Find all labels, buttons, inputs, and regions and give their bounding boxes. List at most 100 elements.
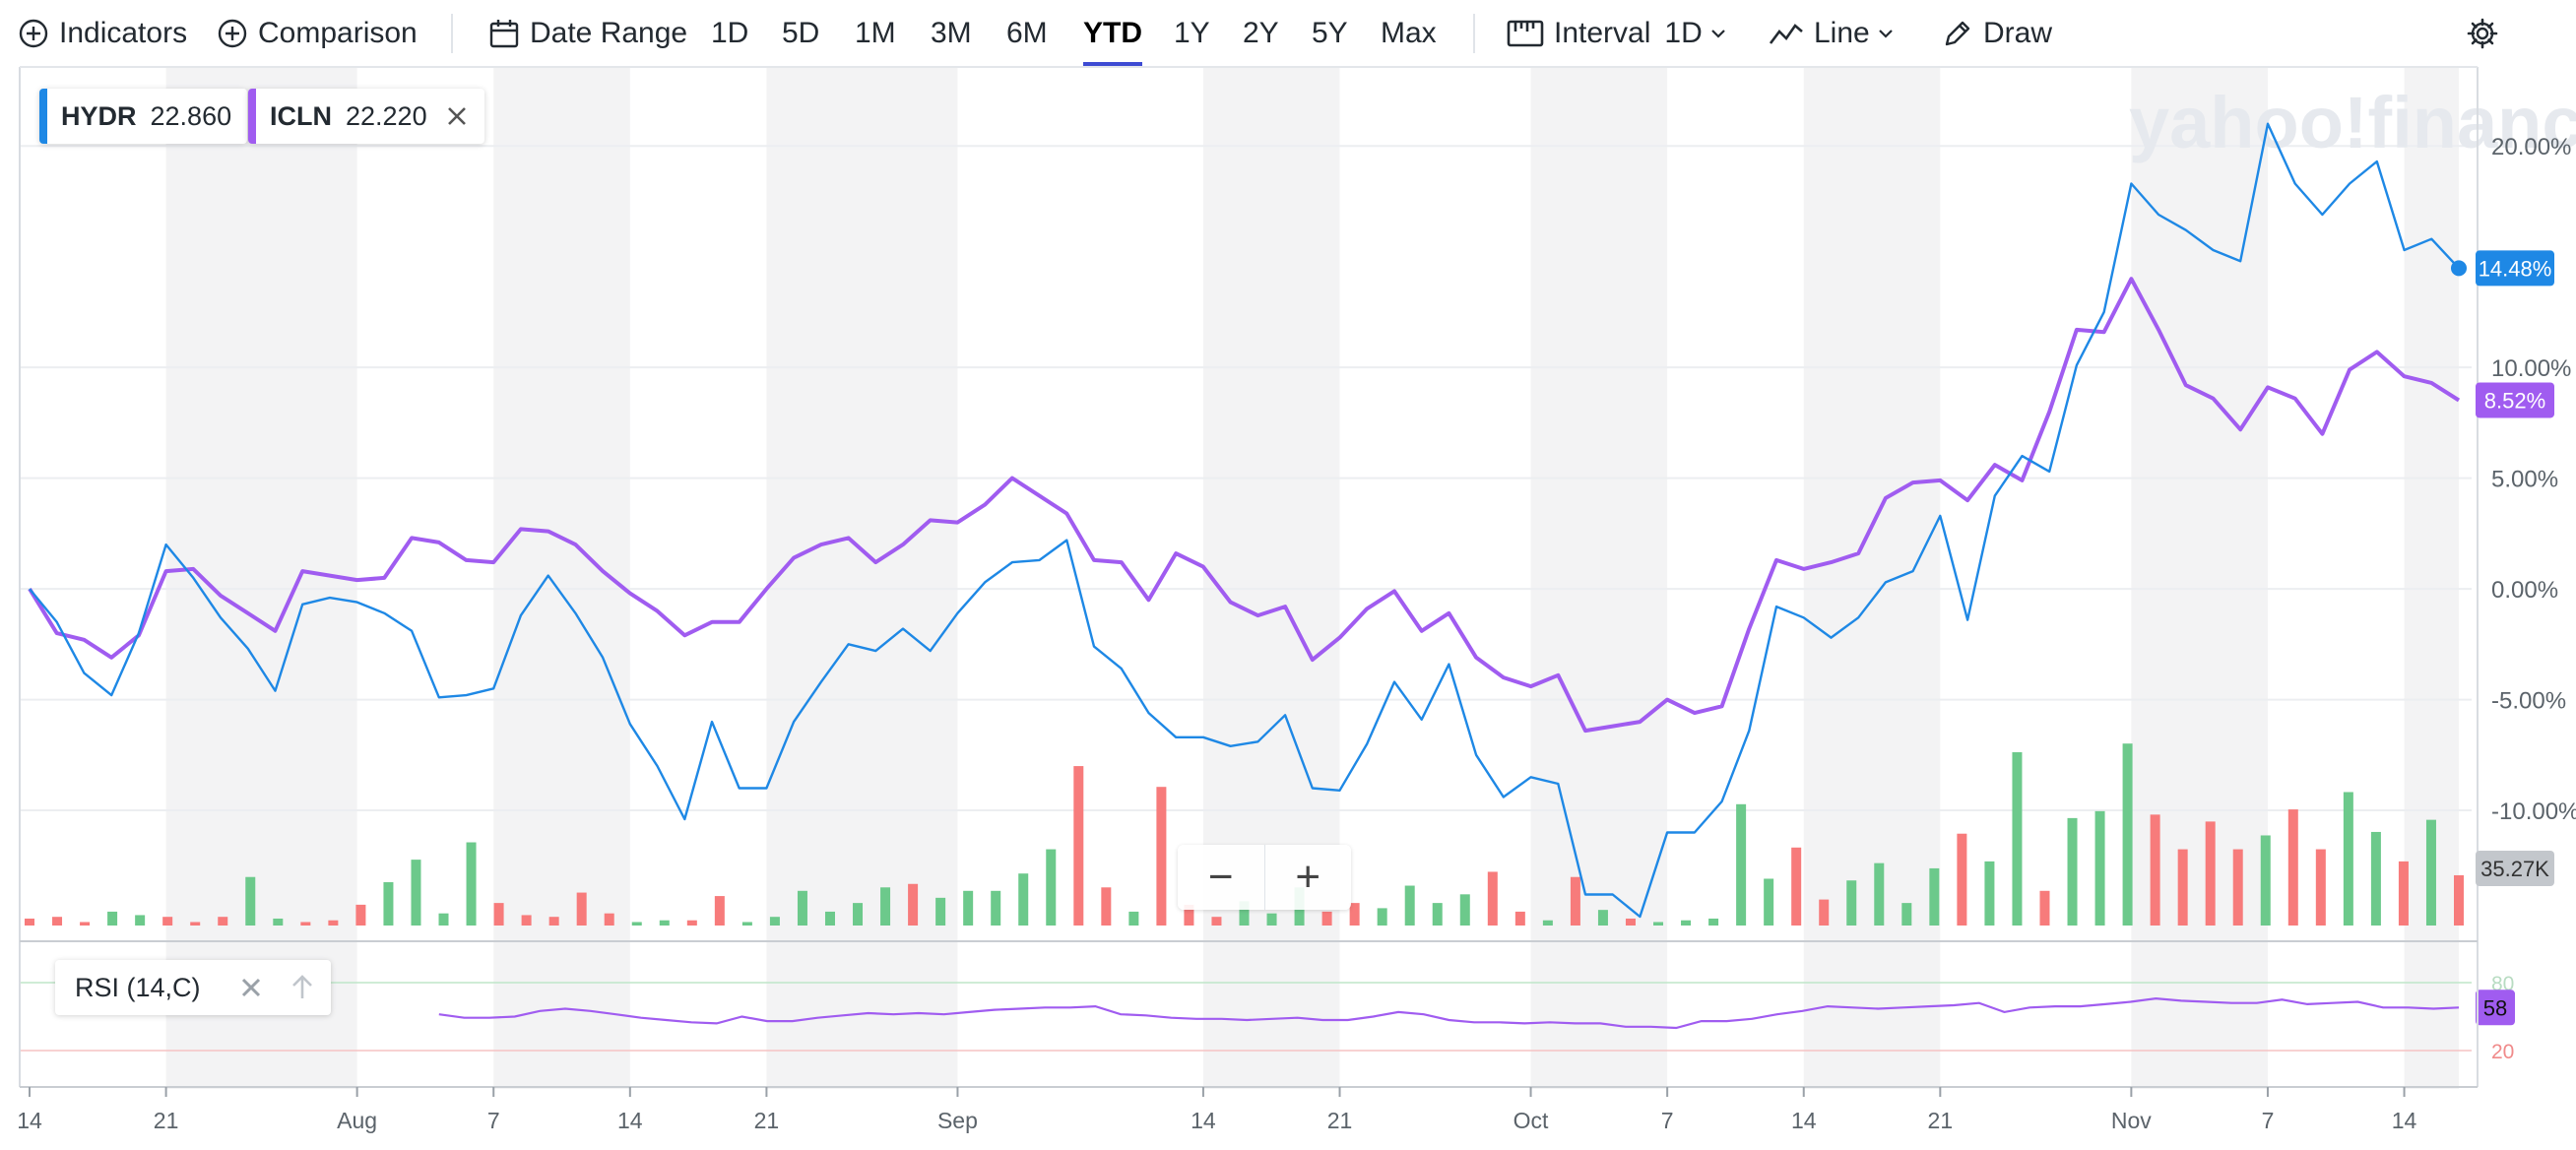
volume-bar [1404, 885, 1415, 926]
date-range-button[interactable]: Date Range [488, 0, 687, 67]
zoom-controls: − + [1178, 845, 1351, 910]
period-band [1202, 67, 1340, 1089]
volume-bar [769, 917, 780, 926]
chevron-down-icon [1710, 30, 1725, 38]
volume-bar [2205, 821, 2216, 926]
zoom-in-button[interactable]: + [1263, 845, 1352, 910]
volume-bar [1874, 862, 1885, 926]
draw-button[interactable]: Draw [1942, 0, 2052, 67]
volume-bar [135, 915, 146, 926]
interval-label: Interval [1554, 17, 1651, 49]
volume-bar [2425, 819, 2436, 926]
volume-bar [1156, 787, 1167, 926]
remove-comparison-icon[interactable] [443, 102, 471, 130]
volume-bar [2150, 814, 2160, 926]
volume-bar [328, 920, 339, 926]
volume-bar [52, 917, 63, 926]
volume-bar [1432, 903, 1443, 926]
range-ytd[interactable]: YTD [1083, 0, 1142, 67]
x-tick-label: Oct [1513, 1108, 1549, 1133]
volume-bar [1184, 904, 1194, 926]
volume-bar [741, 922, 752, 926]
date-range-label: Date Range [530, 17, 688, 49]
icln-last-label: 8.52% [2484, 388, 2545, 413]
volume-bar [880, 887, 891, 926]
volume-bar [1239, 901, 1250, 926]
interval-value: 1D [1664, 17, 1703, 49]
plus-circle-icon [19, 19, 48, 48]
period-band [1803, 67, 1941, 1089]
volume-bar [1487, 871, 1498, 926]
volume-bar [908, 883, 919, 926]
x-tick-label: Aug [337, 1108, 377, 1133]
icln-last-label-bg [2476, 382, 2554, 418]
range-2y[interactable]: 2Y [1243, 17, 1279, 49]
x-tick-label: 7 [487, 1108, 500, 1133]
volume-bar [1653, 922, 1664, 926]
volume-bar [2012, 752, 2023, 926]
legend-value: 22.860 [150, 100, 232, 131]
volume-bar [963, 890, 974, 926]
volume-bar [1073, 766, 1084, 926]
rsi-level-label: 80 [2491, 973, 2514, 995]
pencil-icon [1945, 21, 1970, 46]
y-tick-label: 0.00% [2491, 577, 2558, 604]
volume-last-label-bg [2476, 851, 2554, 886]
zoom-out-button[interactable]: − [1207, 853, 1234, 901]
volume-bar [1266, 913, 1277, 926]
volume-bar [2260, 835, 2271, 926]
range-1m[interactable]: 1M [855, 17, 896, 49]
range-5y[interactable]: 5Y [1312, 17, 1348, 49]
line-label: Line [1814, 17, 1870, 49]
x-tick-label: Nov [2111, 1108, 2152, 1133]
toolbar-divider [1473, 14, 1475, 53]
interval-button[interactable]: Interval 1D [1507, 0, 1738, 67]
comparison-button[interactable]: Comparison [217, 0, 418, 67]
range-6m[interactable]: 6M [1006, 17, 1048, 49]
indicators-label: Indicators [59, 17, 188, 49]
legend-icln[interactable]: ICLN 22.220 [248, 89, 484, 144]
volume-bar [245, 876, 256, 926]
x-tick-label: 21 [754, 1108, 780, 1133]
rsi-label: RSI (14,C) [75, 972, 201, 1002]
volume-bar [300, 922, 311, 926]
line-type-button[interactable]: Line [1769, 0, 1905, 67]
range-max[interactable]: Max [1381, 17, 1437, 49]
x-tick-label: 14 [1191, 1108, 1216, 1133]
volume-bar [1819, 899, 1830, 926]
volume-bar [2315, 849, 2326, 926]
period-band [165, 67, 357, 1089]
range-5d[interactable]: 5D [782, 17, 820, 49]
last-price-dot [2451, 260, 2467, 277]
x-tick-label: 14 [1791, 1108, 1817, 1133]
period-band [2131, 67, 2268, 1089]
volume-bar [2039, 890, 2050, 926]
range-1d[interactable]: 1D [711, 17, 749, 49]
volume-bar [604, 913, 614, 926]
x-tick-label: 21 [1327, 1108, 1353, 1133]
yahoo-finance-watermark: yahoo!finance [2129, 82, 2576, 163]
volume-bar [2398, 861, 2409, 926]
volume-bar [1514, 911, 1525, 926]
volume-bar [2122, 743, 2133, 926]
range-3m[interactable]: 3M [931, 17, 972, 49]
volume-bar [493, 903, 504, 926]
close-icon[interactable] [236, 973, 266, 1002]
y-tick-label: 5.00% [2491, 467, 2558, 493]
arrow-up-icon[interactable] [288, 973, 317, 1002]
y-tick-label: 10.00% [2491, 355, 2571, 382]
indicators-button[interactable]: Indicators [18, 0, 187, 67]
settings-button[interactable] [2466, 0, 2509, 67]
plus-circle-icon [218, 19, 247, 48]
volume-bar [2232, 849, 2243, 926]
range-1y[interactable]: 1Y [1174, 17, 1210, 49]
rsi-last-label-bg [2476, 990, 2515, 1026]
x-tick-label: 14 [2392, 1108, 2417, 1133]
volume-bar [1929, 867, 1940, 926]
volume-bar [1625, 918, 1636, 926]
volume-bar [1984, 861, 1995, 926]
volume-bar [1901, 903, 1912, 926]
line-chart-icon [1769, 24, 1803, 44]
legend-hydr[interactable]: HYDR 22.860 [39, 89, 248, 144]
